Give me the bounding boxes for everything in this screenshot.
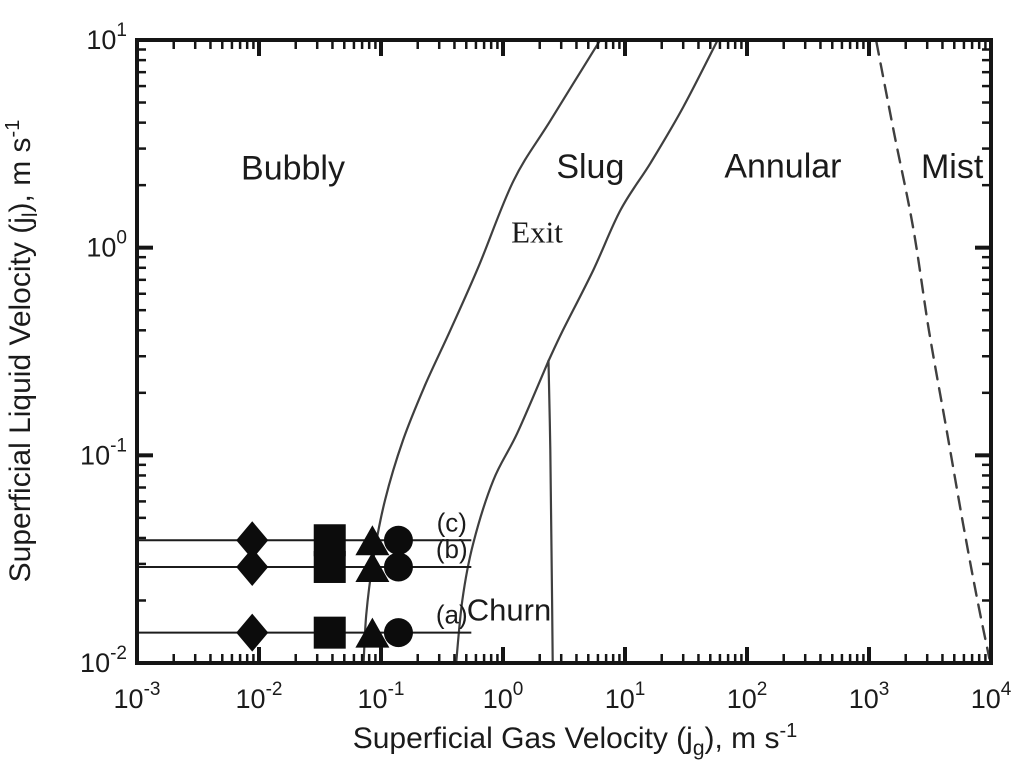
tick-exponent: 3 [879, 679, 890, 700]
series-label: (b) [436, 534, 468, 564]
plot-frame [135, 38, 993, 665]
region-label-exit: Exit [511, 214, 563, 249]
tick-exponent: 2 [757, 679, 768, 700]
tick-exponent: -2 [266, 679, 283, 700]
sample-row-labels: (a) (b)(c) [436, 507, 468, 629]
tick-base: 10 [114, 684, 144, 714]
marker-circle [383, 552, 413, 582]
tick-exponent: 4 [1001, 679, 1012, 700]
x-axis-tick-label: 102 [727, 679, 768, 714]
tick-base: 10 [86, 233, 116, 263]
axis-title-part: ), m s [4, 137, 37, 212]
tick-base: 10 [727, 684, 757, 714]
marker-diamond [236, 547, 269, 586]
tick-exponent: 0 [116, 228, 127, 249]
curve-slug-annular-boundary-upper [547, 42, 718, 362]
x-axis-tick-label: 10-3 [114, 679, 161, 714]
marker-circle [383, 525, 413, 555]
marker-circle [383, 618, 413, 648]
curve-annular-mist-boundary [875, 42, 989, 660]
tick-base: 10 [605, 684, 635, 714]
y-axis-tick-label: 10-2 [80, 643, 127, 678]
region-label-churn: Churn [467, 592, 551, 627]
marker-diamond [236, 521, 269, 560]
series-label: (c) [437, 507, 467, 537]
y-axis-tick-label: 100 [86, 228, 127, 263]
marker-triangle [355, 525, 390, 556]
marker-square [313, 550, 346, 583]
x-axis-tick-label: 104 [971, 679, 1012, 714]
tick-exponent: 1 [635, 679, 646, 700]
y-axis-title: Superficial Liquid Velocity (jl), m s-1 [2, 120, 42, 583]
y-axis-tick-label: 101 [86, 20, 127, 55]
axis-title-part: -1 [780, 720, 798, 742]
curve-slug-churn-boundary-lower [455, 359, 550, 662]
sample-row-b [139, 547, 472, 586]
region-label-bubbly: Bubbly [241, 150, 345, 188]
region-label-slug: Slug [556, 148, 624, 186]
sample-row-c [139, 521, 472, 560]
tick-exponent: -3 [144, 679, 161, 700]
marker-square [313, 616, 346, 649]
marker-triangle [355, 551, 390, 582]
tick-base: 10 [80, 648, 110, 678]
tick-base: 10 [849, 684, 879, 714]
marker-triangle [355, 617, 390, 648]
tick-exponent: -1 [110, 435, 127, 456]
marker-diamond [236, 613, 269, 652]
sample-rows [139, 521, 472, 652]
axis-title-part: ), m s [705, 722, 780, 755]
tick-exponent: 1 [116, 20, 127, 41]
sample-row-a [139, 613, 472, 652]
axis-title-part: g [693, 737, 705, 760]
curve-churn-annular-boundary [547, 359, 554, 662]
axis-title-part: Superficial Gas Velocity (j [353, 722, 693, 755]
axis-title-part: l [19, 212, 42, 217]
tick-base: 10 [358, 684, 388, 714]
x-axis-tick-label: 103 [849, 679, 890, 714]
tick-base: 10 [236, 684, 266, 714]
region-label-annular: Annular [724, 147, 841, 185]
axis-title-part: Superficial Liquid Velocity (j [4, 217, 37, 582]
x-axis-tick-label: 100 [483, 679, 524, 714]
tick-base: 10 [80, 440, 110, 470]
tick-labels: 10-3 10-2 10-1 100 101 102 103 10410-210-110010… [80, 20, 1012, 714]
x-axis-tick-label: 10-2 [236, 679, 283, 714]
y-axis-tick-label: 10-1 [80, 435, 127, 470]
tick-exponent: -1 [388, 679, 405, 700]
tick-base: 10 [86, 25, 116, 55]
x-axis-tick-label: 101 [605, 679, 646, 714]
series-label: (a) [436, 600, 468, 630]
region-labels: Bubbly Slug Exit Annular Mist Churn [241, 147, 984, 627]
tick-exponent: 0 [513, 679, 524, 700]
axis-title-part: -1 [2, 120, 24, 138]
tick-base: 10 [971, 684, 1001, 714]
marker-square [313, 524, 346, 557]
x-axis-title: Superficial Gas Velocity (jg), m s-1 [353, 720, 798, 760]
region-label-mist: Mist [921, 148, 984, 186]
tick-base: 10 [483, 684, 513, 714]
tick-exponent: -2 [110, 643, 127, 664]
x-axis-tick-label: 10-1 [358, 679, 405, 714]
